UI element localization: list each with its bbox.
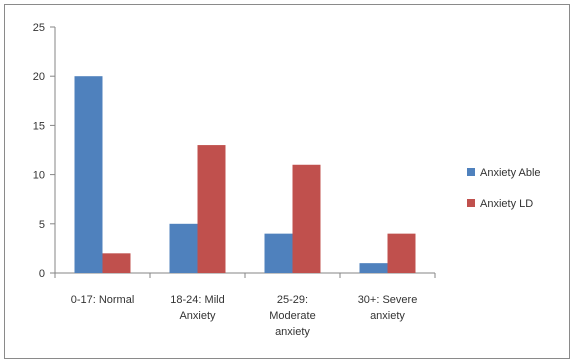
legend-swatch [467, 168, 475, 176]
axes [50, 26, 436, 278]
category-label: anxiety [275, 326, 310, 338]
legend-label: Anxiety Able [480, 167, 541, 179]
category-label: Moderate [269, 310, 315, 322]
bar-anxiety-able [74, 76, 103, 273]
legend-swatch [467, 199, 475, 207]
bar-anxiety-able [264, 233, 293, 273]
y-tick-label: 5 [39, 219, 45, 231]
category-label: 0-17: Normal [71, 294, 135, 306]
category-label: 18-24: Mild [170, 294, 224, 306]
y-tick-label: 0 [39, 268, 45, 280]
bar-anxiety-able [359, 263, 388, 273]
category-labels: 0-17: Normal 18-24: Mild Anxiety 25-29: Mode… [71, 294, 418, 338]
bar-anxiety-ld [292, 164, 321, 273]
category-label: 25-29: [277, 294, 308, 306]
category-label: Anxiety [179, 310, 216, 322]
y-tick-label: 25 [33, 22, 45, 34]
category-label: 30+: Severe [358, 294, 418, 306]
y-tick-label: 15 [33, 120, 45, 132]
bar-anxiety-ld [387, 233, 416, 273]
legend: Anxiety Able Anxiety LD [467, 167, 541, 210]
category-label: anxiety [370, 310, 405, 322]
legend-label: Anxiety LD [480, 198, 533, 210]
bar-anxiety-able [169, 223, 198, 273]
bar-anxiety-ld [102, 253, 131, 273]
y-tick-label: 10 [33, 170, 45, 182]
bar-anxiety-ld [197, 145, 226, 273]
bars [74, 76, 416, 273]
y-tick-label: 20 [33, 71, 45, 83]
y-tick-labels: 0 5 10 15 20 25 [33, 22, 45, 280]
